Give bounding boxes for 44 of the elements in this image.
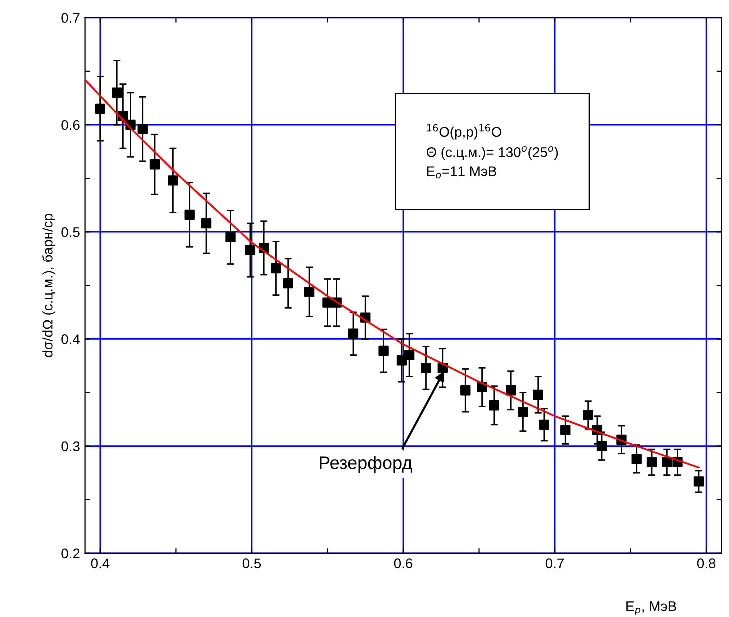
point — [226, 232, 236, 243]
point — [460, 386, 471, 396]
x-tick-label: 0.4 — [91, 558, 110, 569]
y-tick-label: 0.4 — [62, 334, 80, 344]
point — [245, 245, 256, 256]
point — [283, 278, 294, 289]
x-tick-label: 0.7 — [546, 558, 564, 569]
point — [271, 263, 282, 274]
point — [646, 457, 658, 468]
point — [533, 390, 544, 400]
point — [304, 287, 315, 298]
point — [518, 406, 528, 418]
x-tick-label: 0.8 — [697, 558, 716, 569]
y-tick-label: 0.6 — [62, 120, 80, 130]
point — [168, 176, 178, 186]
point — [112, 88, 122, 98]
y-tick-label: 0.3 — [62, 442, 80, 452]
text: $^{16}$O(p,p)$^{16}$O Θ (с.ц.м.)= 130$^{o}$(25$^{o}$) E$_{o}$=11 МэВ — [426, 124, 558, 179]
point — [632, 454, 642, 464]
point — [184, 210, 195, 220]
point — [95, 104, 106, 114]
point — [662, 457, 672, 468]
point — [583, 410, 594, 420]
point — [506, 386, 516, 396]
x-tick-label: 0.5 — [242, 558, 262, 569]
annotation: Резерфорд — [320, 456, 412, 473]
y-axis-title: dσ/dΩ (с.ц.м.), барн/ср — [42, 214, 56, 358]
point — [694, 476, 704, 487]
x-axis-title: E$_{p}$, МэВ — [626, 602, 676, 616]
y-tick-label: 0.2 — [62, 548, 80, 559]
point — [404, 350, 415, 360]
point — [421, 363, 432, 374]
y-tick-label: 0.7 — [62, 13, 80, 24]
point — [560, 425, 571, 436]
point — [596, 441, 608, 452]
point — [378, 346, 389, 356]
point — [348, 328, 359, 339]
point — [201, 218, 212, 229]
point — [150, 160, 160, 170]
y-tick-label: 0.5 — [62, 227, 80, 238]
point — [138, 124, 148, 134]
point — [489, 400, 500, 411]
x-tick-label: 0.6 — [394, 558, 413, 569]
point — [539, 420, 550, 430]
